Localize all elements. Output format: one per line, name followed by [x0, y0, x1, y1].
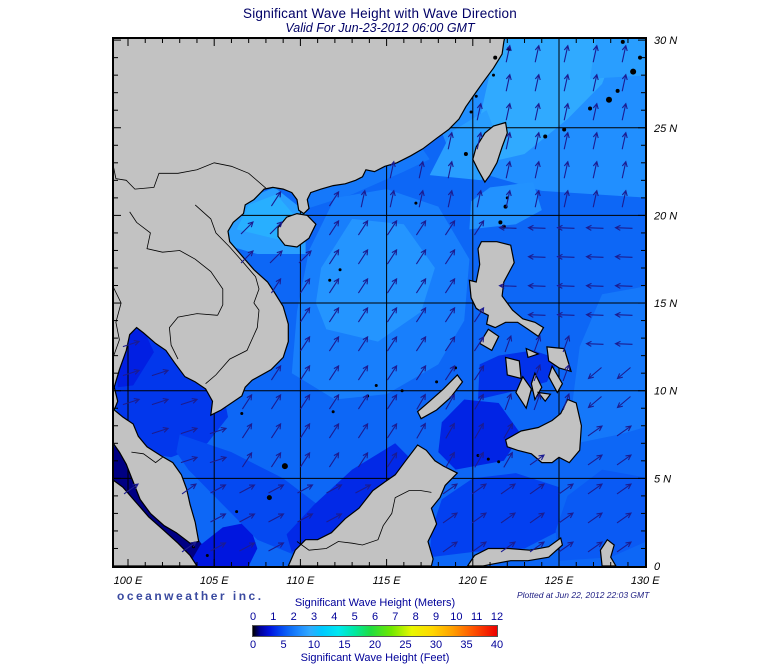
lon-label: 125 E: [545, 575, 574, 587]
legend-tick: 5: [280, 639, 287, 651]
legend-feet-ticks: 0 5 10 15 20 25 30 35 40: [249, 639, 503, 651]
legend-tick: 9: [432, 611, 440, 623]
legend-meters-ticks: 0 1 2 3 4 5 6 7 8 9 10 11 12: [249, 611, 503, 623]
map-canvas: [113, 38, 646, 567]
lat-label: 0: [654, 561, 661, 573]
legend-meters-label: Significant Wave Height (Meters): [294, 597, 456, 609]
legend-tick: 1: [270, 611, 277, 623]
lon-label: 120 E: [458, 575, 487, 587]
lat-label: 15 N: [654, 298, 677, 310]
lat-label: 30 N: [654, 35, 677, 47]
country-borders: [113, 162, 432, 551]
legend-tick: 10: [450, 611, 463, 623]
legend-tick: 7: [392, 611, 399, 623]
wave-region-east_taiwan_bright: [479, 38, 620, 163]
lon-label: 105 E: [200, 575, 229, 587]
wave-region-nw_borneo_coast: [286, 443, 413, 552]
legend-tick: 0: [249, 611, 257, 623]
map-subtitle: Valid For Jun-23-2012 06:00 GMT: [285, 21, 475, 35]
legend-tick: 10: [307, 639, 321, 651]
wave-region-ne_corner_bright: [590, 38, 646, 79]
legend-tick: 25: [399, 639, 412, 651]
lat-label: 10 N: [654, 386, 677, 398]
lon-label: 115 E: [373, 575, 402, 587]
legend-tick: 15: [338, 639, 351, 651]
legend-colorbar: [252, 625, 498, 637]
plotted-timestamp: Plotted at Jun 22, 2012 22:03 GMT: [517, 590, 650, 600]
wave-region-celebes_sea: [429, 473, 559, 558]
legend-tick: 4: [331, 611, 338, 623]
legend-tick: 2: [290, 611, 297, 623]
wave-region-philippine_east_offshore: [572, 286, 646, 444]
wave-direction-arrows: [122, 44, 633, 553]
wave-region-sulu_sea: [438, 399, 522, 470]
lon-label: 110 E: [286, 575, 315, 587]
map-title: Significant Wave Height with Wave Direct…: [243, 6, 517, 21]
oceanweather-logo: oceanweather inc.: [117, 589, 264, 603]
small-islands: [192, 39, 643, 557]
lat-label: 5 N: [654, 473, 671, 485]
legend-tick: 40: [490, 639, 504, 651]
legend-tick: 6: [371, 611, 379, 623]
map-frame: [112, 37, 647, 568]
legend-tick: 11: [470, 611, 483, 623]
legend-tick: 5: [351, 611, 358, 623]
legend-tick: 8: [412, 611, 419, 623]
degree-ticks: [113, 38, 646, 567]
lon-label: 130 E: [631, 575, 660, 587]
legend-tick: 35: [460, 639, 473, 651]
legend-tick: 30: [429, 639, 443, 651]
wave-region-scs_bright_core: [315, 218, 435, 342]
axis-labels: 100 E 105 E 110 E 115 E 120 E 125 E 130 E 0 5 N 1…: [114, 35, 678, 587]
legend-tick: 12: [490, 611, 504, 623]
legend-feet-label: Significant Wave Height (Feet): [300, 652, 450, 664]
legend-tick: 3: [310, 611, 318, 623]
lat-label: 20 N: [653, 210, 677, 222]
lat-label: 25 N: [653, 123, 677, 135]
lon-label: 100 E: [114, 575, 143, 587]
legend-tick: 0: [249, 639, 257, 651]
legend-tick: 20: [368, 639, 382, 651]
